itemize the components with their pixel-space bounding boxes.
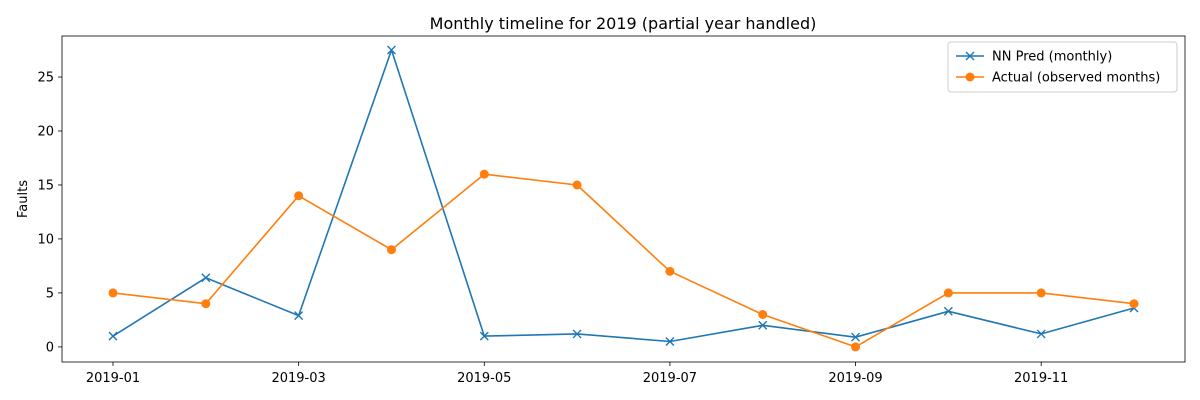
legend-label: Actual (observed months) [992,71,1160,86]
data-point-circle-marker [294,191,304,201]
legend-entry: Actual (observed months) [956,71,1160,86]
y-tick-label: 15 [37,178,54,193]
marker-stroke [201,273,211,283]
series-line-0 [112,49,1135,343]
marker-stroke [851,332,861,342]
data-point-x-marker [108,331,118,341]
marker-stroke [758,320,768,330]
marker-stroke [1036,329,1046,339]
data-point-x-marker [665,336,675,346]
data-point-circle-marker [386,245,396,255]
y-tick-label: 25 [37,71,54,86]
x-tick-label: 2019-01 [86,371,140,386]
x-tick-label: 2019-11 [1014,371,1068,386]
data-point-circle-marker [108,288,118,298]
data-point-x-marker [572,329,582,339]
data-point-circle-marker [572,180,582,190]
x-tick-label: 2019-05 [457,371,511,386]
legend-box [947,41,1178,93]
data-point-circle-marker [758,310,768,320]
data-point-circle-marker [1036,288,1046,298]
data-point-circle-marker [1129,299,1139,309]
x-tick-label: 2019-07 [643,371,697,386]
data-point-x-marker [386,45,396,55]
data-point-x-marker [1036,329,1046,339]
y-tick-label: 5 [46,286,54,301]
data-point-x-marker [943,306,953,316]
y-axis-label: Faults [16,180,31,218]
plot-frame [61,35,1186,363]
series-line-1 [112,173,1135,348]
data-point-x-marker [201,273,211,283]
data-point-circle-marker [851,342,861,352]
marker-stroke [386,45,396,55]
legend-label: NN Pred (monthly) [992,50,1112,65]
data-point-circle-marker [665,266,675,276]
chart-title: Monthly timeline for 2019 (partial year … [430,14,817,33]
marker-stroke [665,336,675,346]
y-tick-label: 20 [37,124,54,139]
data-point-x-marker [294,311,304,321]
plot-area: 0 5 10 15 20 25 2019-01 2019-03 2019-05 2019-07 20… [37,35,1186,386]
y-tick-label: 0 [46,340,54,355]
marker-stroke [294,311,304,321]
data-point-circle-marker [943,288,953,298]
marker-stroke [943,306,953,316]
data-point-circle-marker [479,169,489,179]
y-tick-label: 10 [37,232,54,247]
x-tick-label: 2019-03 [271,371,325,386]
marker-stroke [108,331,118,341]
marker-stroke [572,329,582,339]
x-tick-label: 2019-09 [828,371,882,386]
legend-entry: NN Pred (monthly) [956,50,1112,65]
data-point-x-marker [479,331,489,341]
data-point-x-marker [758,320,768,330]
data-point-circle-marker [201,299,211,309]
legend-marker [965,72,975,82]
data-point-x-marker [851,332,861,342]
marker-stroke [479,331,489,341]
legend-marker [965,51,975,61]
